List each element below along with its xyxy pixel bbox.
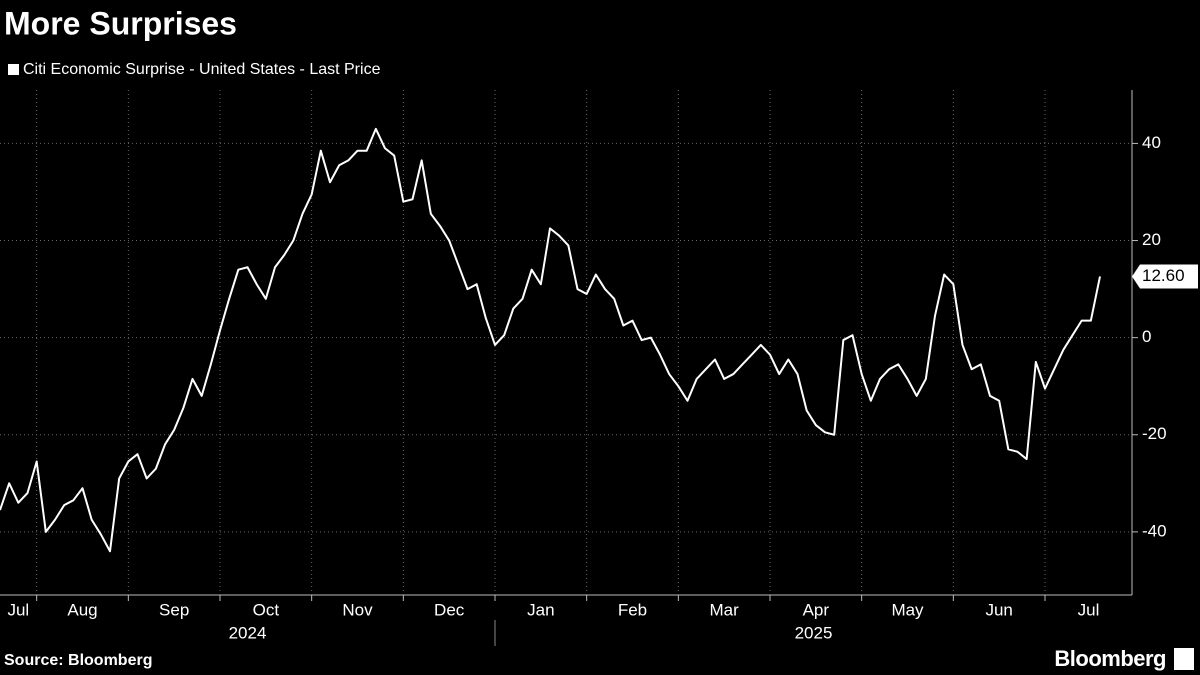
year-label: 2024 (229, 623, 267, 642)
legend-swatch (8, 64, 19, 75)
x-tick-label: Jun (985, 600, 1012, 619)
y-tick-label: 40 (1142, 133, 1161, 152)
source: Source: Bloomberg (4, 652, 152, 669)
x-tick-label: Sep (159, 600, 189, 619)
last-value-tag (1132, 264, 1198, 289)
chart-title: More Surprises (4, 5, 237, 41)
x-tick-label: Nov (342, 600, 373, 619)
x-tick-label: Mar (710, 600, 740, 619)
x-tick-label: Aug (67, 600, 97, 619)
last-value-label: 12.60 (1142, 266, 1185, 285)
x-tick-label: Jul (1078, 600, 1100, 619)
x-tick-label: Apr (803, 600, 830, 619)
y-tick-label: -40 (1142, 521, 1167, 540)
brand: Bloomberg (1054, 646, 1166, 671)
y-tick-label: -20 (1142, 424, 1167, 443)
line-series (0, 127, 1101, 553)
x-tick-label: Jul (7, 600, 29, 619)
x-tick-label: Feb (618, 600, 647, 619)
x-tick-label: May (891, 600, 924, 619)
y-tick-label: 0 (1142, 327, 1151, 346)
legend-label: Citi Economic Surprise - United States -… (23, 61, 381, 78)
x-tick-label: Dec (434, 600, 465, 619)
x-tick-label: Jan (527, 600, 554, 619)
x-tick-label: Oct (253, 600, 280, 619)
brand-icon (1174, 648, 1194, 670)
year-label: 2025 (795, 623, 833, 642)
y-tick-label: 20 (1142, 230, 1161, 249)
